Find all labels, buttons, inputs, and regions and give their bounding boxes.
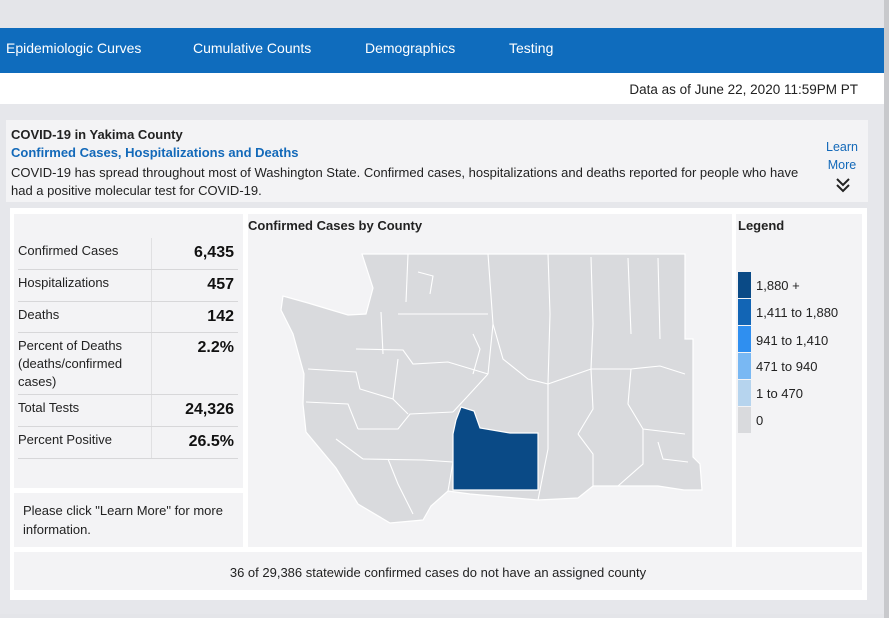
note-card: Please click "Learn More" for more infor… — [14, 493, 243, 547]
stat-row-deaths: Deaths 142 — [18, 302, 238, 333]
date-bar: Data as of June 22, 2020 11:59PM PT — [0, 73, 884, 104]
top-nav-bar: Epidemiologic Curves Cumulative Counts D… — [0, 28, 884, 73]
note-text: Please click "Learn More" for more infor… — [23, 503, 223, 537]
stat-value: 6,435 — [193, 244, 234, 261]
stat-value: 457 — [207, 276, 234, 293]
stat-divider — [151, 302, 152, 332]
legend-swatch — [738, 272, 751, 298]
stat-label: Percent Positive — [18, 432, 112, 447]
learn-more-link[interactable]: Learn More — [826, 140, 858, 172]
legend-swatch — [738, 353, 751, 379]
county-subtitle: Confirmed Cases, Hospitalizations and De… — [11, 145, 299, 160]
stat-value: 142 — [207, 308, 234, 325]
stat-label: Deaths — [18, 307, 60, 322]
unassigned-cases-note: 36 of 29,386 statewide confirmed cases d… — [229, 565, 647, 580]
tab-testing[interactable]: Testing — [509, 40, 554, 56]
stat-row-confirmed-cases: Confirmed Cases 6,435 — [18, 238, 238, 270]
stat-row-hospitalizations: Hospitalizations 457 — [18, 270, 238, 302]
legend-label: 941 to 1,410 — [756, 333, 829, 348]
stat-divider — [151, 333, 152, 394]
window-edge — [884, 0, 889, 618]
county-title: COVID-19 in Yakima County — [11, 127, 183, 142]
data-as-of-text: Data as of June 22, 2020 11:59PM PT — [629, 82, 858, 97]
stat-divider — [151, 427, 152, 458]
stat-value: 2.2% — [197, 339, 234, 356]
tab-demographics[interactable]: Demographics — [365, 40, 456, 56]
washington-county-map[interactable] — [248, 214, 732, 547]
legend-swatch — [738, 326, 751, 352]
legend-swatch — [738, 380, 751, 406]
footer-card: 36 of 29,386 statewide confirmed cases d… — [14, 552, 862, 590]
legend-label: 0 — [756, 413, 764, 428]
stat-label: Confirmed Cases — [18, 243, 119, 258]
main-panel: Confirmed Cases 6,435 Hospitalizations 4… — [10, 208, 867, 600]
stat-divider — [151, 270, 152, 301]
legend-label: 1 to 470 — [756, 386, 803, 401]
legend-swatch — [738, 407, 751, 433]
map-card: Confirmed Cases by County — [248, 214, 732, 547]
county-borders — [305, 253, 689, 515]
stat-label: Percent of Deaths (deaths/confirmed case… — [18, 338, 123, 389]
county-yakima[interactable] — [452, 406, 539, 491]
county-description: COVID-19 has spread throughout most of W… — [11, 165, 799, 198]
stats-card: Confirmed Cases 6,435 Hospitalizations 4… — [14, 214, 243, 488]
stat-row-percent-positive: Percent Positive 26.5% — [18, 427, 238, 459]
map-title: Confirmed Cases by County — [248, 218, 423, 233]
legend-card: Legend 1,880 + 1,411 to 1,880 941 to 1,4… — [736, 214, 862, 547]
legend-label: 471 to 940 — [756, 359, 818, 374]
tab-cumulative-counts[interactable]: Cumulative Counts — [193, 40, 312, 56]
stat-label: Hospitalizations — [18, 275, 110, 290]
stat-row-percent-deaths: Percent of Deaths (deaths/confirmed case… — [18, 333, 238, 395]
double-chevron-down-icon[interactable] — [834, 176, 852, 194]
stat-row-total-tests: Total Tests 24,326 — [18, 395, 238, 427]
legend-label: 1,880 + — [756, 278, 800, 293]
stat-value: 24,326 — [185, 401, 234, 418]
legend-swatch — [738, 299, 751, 325]
legend-title: Legend — [738, 218, 785, 233]
tab-epidemiologic-curves[interactable]: Epidemiologic Curves — [6, 40, 142, 56]
stat-value: 26.5% — [188, 433, 234, 450]
stat-divider — [151, 238, 152, 269]
stat-divider — [151, 395, 152, 426]
legend-label: 1,411 to 1,880 — [756, 305, 839, 320]
state-outline — [280, 253, 703, 524]
stat-label: Total Tests — [18, 400, 80, 415]
info-card: COVID-19 in Yakima County Confirmed Case… — [6, 120, 868, 202]
